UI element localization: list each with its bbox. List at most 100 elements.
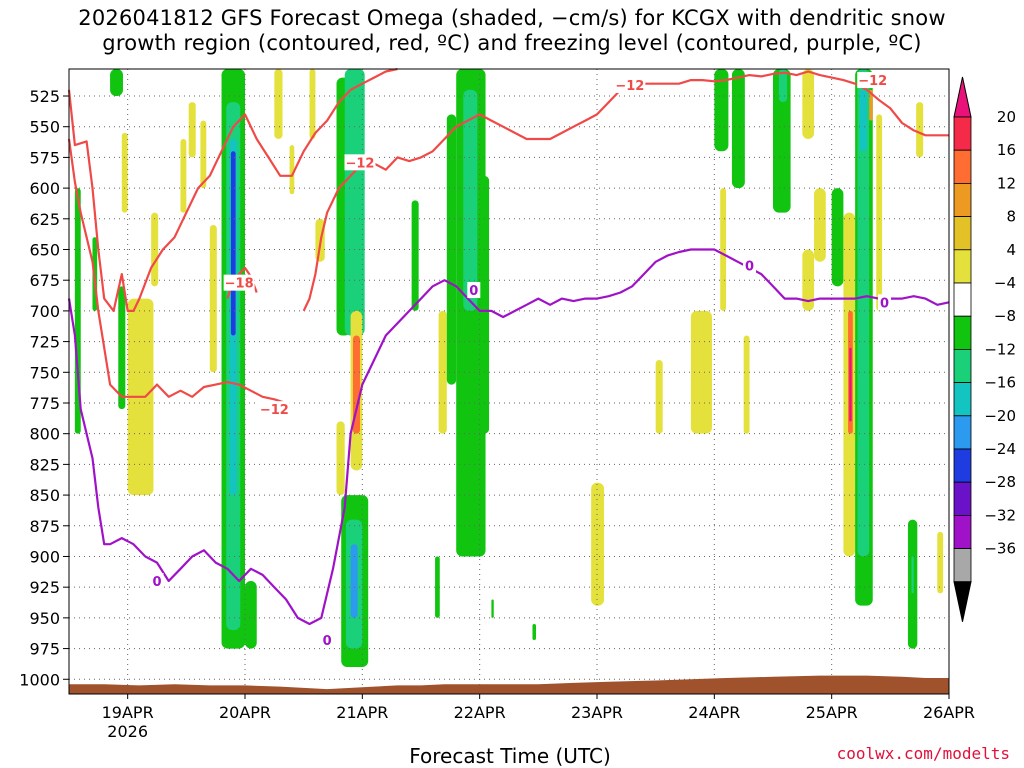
y-tick-label: 525 [29,87,60,106]
omega-cell [849,347,852,422]
contour-labels: −12 −12 −12 −12 −18 0 0 0 0 0 [150,72,891,649]
y-tick-label: 550 [29,118,60,137]
colorbar-segment [953,348,972,383]
y-tick-label: 625 [29,210,60,229]
contour-label-background [258,401,290,418]
colorbar-segment [953,282,972,317]
colorbar: 20 16 12 8 4 −4 −8 −12 −16 −20 −24 −28 −32 −36 [953,76,1016,622]
colorbar-label: 8 [1006,208,1016,226]
colorbar-label: −16 [984,374,1016,392]
omega-cell [778,69,788,103]
contour-line [67,248,950,626]
credit-text: coolwx.com/modelts [836,744,1010,763]
contour-label: 0 [745,259,754,274]
omega-cell [344,69,365,336]
omega-cell [435,556,440,618]
grid-lines [69,69,950,694]
colorbar-label: −20 [984,407,1016,425]
y-tick-label: 650 [29,241,60,260]
contour-label: −12 [260,403,289,418]
contour-label: 0 [152,575,161,590]
contour-lines [67,67,950,626]
colorbar-segment [953,149,972,184]
omega-cell [876,114,883,311]
plot-frame [68,68,950,695]
colorbar-label: −36 [984,540,1016,558]
colorbar-label: −8 [994,307,1016,325]
chart-title-line-1: 2026041812 GFS Forecast Omega (shaded, −… [78,6,946,30]
omega-cell [814,188,826,262]
omega-cell [731,69,745,189]
terrain-fill [69,675,949,694]
y-tick-label: 975 [29,640,60,659]
y-tick-label: 875 [29,517,60,536]
x-tick-label: 25APR [806,703,858,722]
omega-cell [180,138,187,213]
colorbar-segment [953,315,972,350]
omega-cell [859,89,867,152]
contour-label-background [467,282,481,299]
colorbar-segment [953,249,972,284]
contour-line [67,138,287,405]
y-axis-ticks: 525 550 575 600 625 650 675 700 725 750 775 800 825 8… [19,87,69,689]
colorbar-segment [953,548,972,583]
colorbar-label: 4 [1006,241,1016,259]
y-tick-label: 800 [29,425,60,444]
contour-label: −12 [345,156,374,171]
contour-label: 0 [880,296,889,311]
omega-cell [209,224,217,373]
omega-cell [857,69,870,557]
omega-cell [446,114,457,385]
x-tick-label: 24APR [688,703,740,722]
omega-shading [74,69,944,667]
y-tick-label: 725 [29,333,60,352]
omega-cell [911,556,914,594]
y-tick-label: 700 [29,302,60,321]
y-tick-label: 950 [29,609,60,628]
x-tick-sublabel: 2026 [107,722,148,741]
colorbar-label: −28 [984,473,1016,491]
omega-cell [720,188,727,311]
omega-cell [336,421,345,496]
colorbar-label: −4 [994,274,1016,292]
omega-cell [200,120,207,189]
contour-label-background [743,257,757,274]
colorbar-segment [953,116,972,151]
contour-line [67,67,398,312]
terrain [69,675,949,694]
omega-cell [245,581,257,649]
omega-cell [937,531,944,594]
contour-line [302,70,949,312]
colorbar-label: 16 [997,141,1016,159]
y-tick-label: 750 [29,363,60,382]
omega-cell [714,69,729,152]
contour-label-background [320,631,334,648]
omega-cell [188,102,196,158]
y-tick-label: 600 [29,179,60,198]
y-tick-label: 775 [29,394,60,413]
contour-label-background [857,72,889,89]
colorbar-segment [953,415,972,450]
colorbar-segment [953,216,972,251]
x-tick-label: 20APR [219,703,271,722]
colorbar-top-arrow [953,76,972,118]
contour-label: −12 [615,79,644,94]
y-tick-label: 900 [29,547,60,566]
y-tick-label: 675 [29,271,60,290]
omega-cell [690,310,712,434]
omega-cell [479,175,490,434]
omega-cell [491,599,494,618]
x-tick-label: 19APR [102,703,154,722]
omega-cell [916,102,924,158]
omega-cell [274,69,283,139]
omega-cell [411,200,419,311]
omega-cell [230,151,236,336]
chart-title-line-2: growth region (contoured, red, ºC) and f… [102,31,922,55]
colorbar-label: 20 [997,108,1016,126]
omega-cell [350,544,358,618]
colorbar-segment [953,182,972,217]
contour-label-background [223,274,255,291]
colorbar-segment [953,382,972,417]
